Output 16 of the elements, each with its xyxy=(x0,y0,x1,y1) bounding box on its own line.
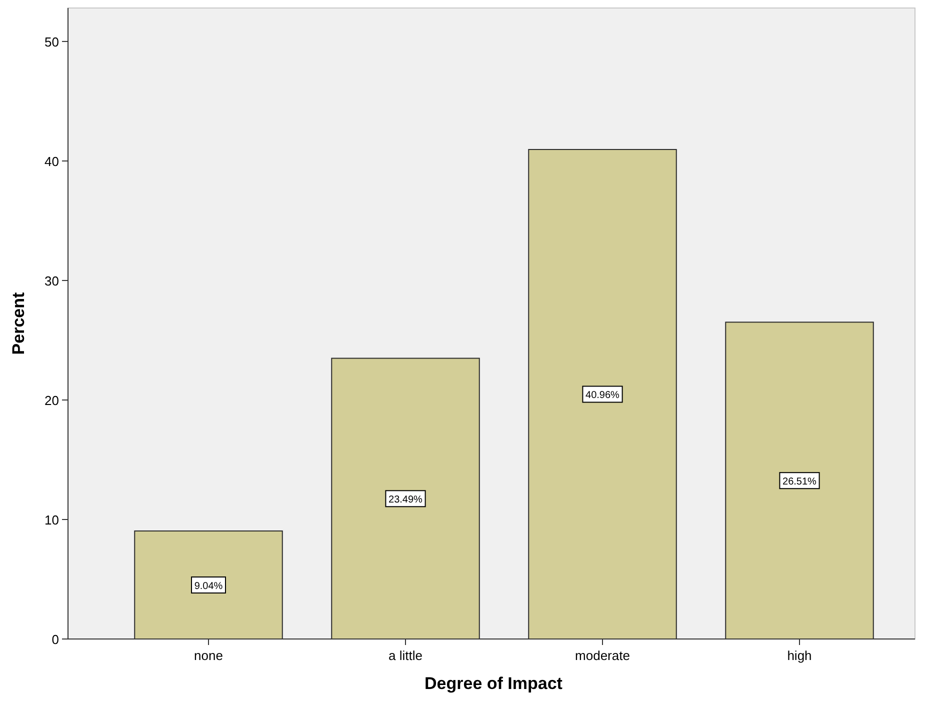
y-tick-label: 50 xyxy=(44,34,59,50)
x-tick-label: a little xyxy=(388,648,422,663)
y-tick-label: 20 xyxy=(44,392,59,408)
x-tick-label: moderate xyxy=(575,648,630,663)
data-label: 40.96% xyxy=(586,390,620,402)
y-tick-label: 0 xyxy=(52,632,59,647)
x-axis-title: Degree of Impact xyxy=(424,674,563,693)
data-label: 9.04% xyxy=(194,580,223,592)
x-tick-label: none xyxy=(194,648,223,663)
y-tick-label: 30 xyxy=(44,273,59,288)
x-tick-label: high xyxy=(787,648,812,663)
y-tick-label: 10 xyxy=(44,512,59,528)
data-label: 26.51% xyxy=(782,476,817,488)
y-tick-label: 40 xyxy=(44,154,59,169)
y-axis-title: Percent xyxy=(9,292,28,355)
data-label: 23.49% xyxy=(388,494,423,506)
